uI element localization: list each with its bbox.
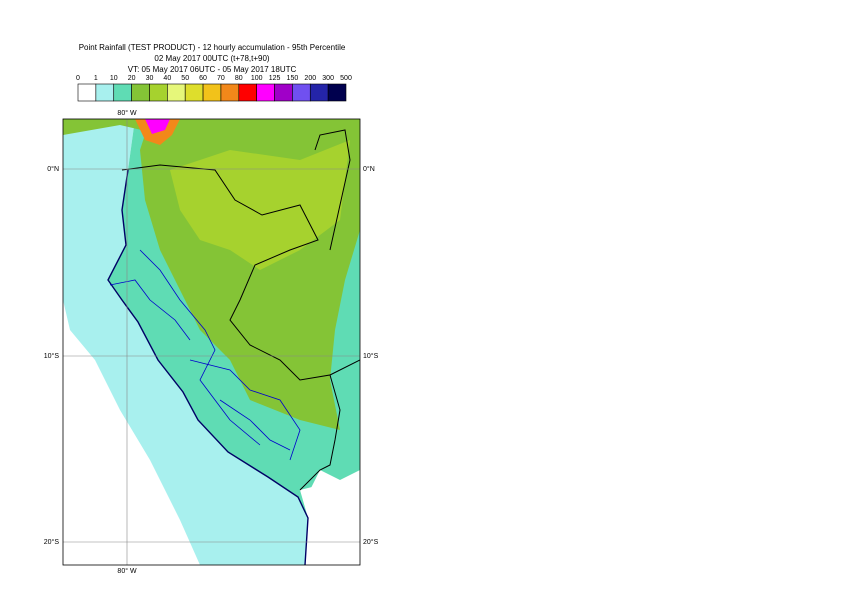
legend-swatch	[77, 83, 97, 102]
lat-label: 20°S	[363, 538, 379, 546]
legend-label: 200	[304, 75, 316, 82]
lat-label: 0°N	[363, 165, 375, 173]
legend-swatch	[238, 83, 257, 102]
legend-swatch	[131, 83, 150, 102]
legend-label: 70	[217, 75, 225, 82]
legend-swatch	[220, 83, 240, 102]
title-line: 02 May 2017 00UTC (t+78,t+90)	[154, 54, 270, 63]
title-line: VT: 05 May 2017 06UTC - 05 May 2017 18UT…	[128, 65, 297, 74]
legend-label: 1	[94, 75, 98, 82]
heavier-rain	[170, 140, 350, 270]
legend-label: 80	[235, 75, 243, 82]
lat-label: 20°S	[44, 538, 60, 546]
lat-label: 10°S	[44, 352, 60, 360]
legend-label: 150	[287, 75, 299, 82]
legend-swatch	[292, 83, 311, 102]
legend-swatch	[309, 83, 329, 102]
lat-label: 0°N	[47, 165, 59, 173]
legend-label: 60	[199, 75, 207, 82]
legend: 0 1 10 20 30 40 50 60 70 80 100 125 150 200 300 500	[76, 75, 352, 102]
map-frame	[62, 118, 361, 566]
map	[63, 119, 360, 565]
legend-swatch	[149, 83, 168, 102]
borders	[121, 129, 360, 491]
legend-label: 500	[340, 75, 352, 82]
lon-label: 80° W	[117, 109, 137, 117]
legend-label: 40	[163, 75, 171, 82]
legend-swatch	[327, 83, 347, 102]
legend-swatch	[95, 83, 115, 102]
legend-label: 125	[269, 75, 281, 82]
legend-swatch	[256, 83, 275, 102]
legend-swatch	[184, 83, 204, 102]
dry-land	[300, 470, 360, 565]
regions	[109, 249, 301, 461]
coastline	[107, 169, 309, 565]
legend-label: 0	[76, 75, 80, 82]
legend-label: 300	[322, 75, 334, 82]
legend-swatch	[167, 83, 186, 102]
max-rain-core	[145, 119, 170, 134]
legend-label: 20	[128, 75, 136, 82]
legend-label: 50	[181, 75, 189, 82]
lon-label: 80° W	[117, 567, 137, 575]
lat-label: 10°S	[363, 352, 379, 360]
legend-swatch	[202, 83, 222, 102]
legend-swatch	[274, 83, 293, 102]
legend-label: 10	[110, 75, 118, 82]
title-line: Point Rainfall (TEST PRODUCT) - 12 hourl…	[79, 43, 346, 52]
legend-label: 100	[251, 75, 263, 82]
legend-swatch	[113, 83, 132, 102]
legend-label: 30	[146, 75, 154, 82]
